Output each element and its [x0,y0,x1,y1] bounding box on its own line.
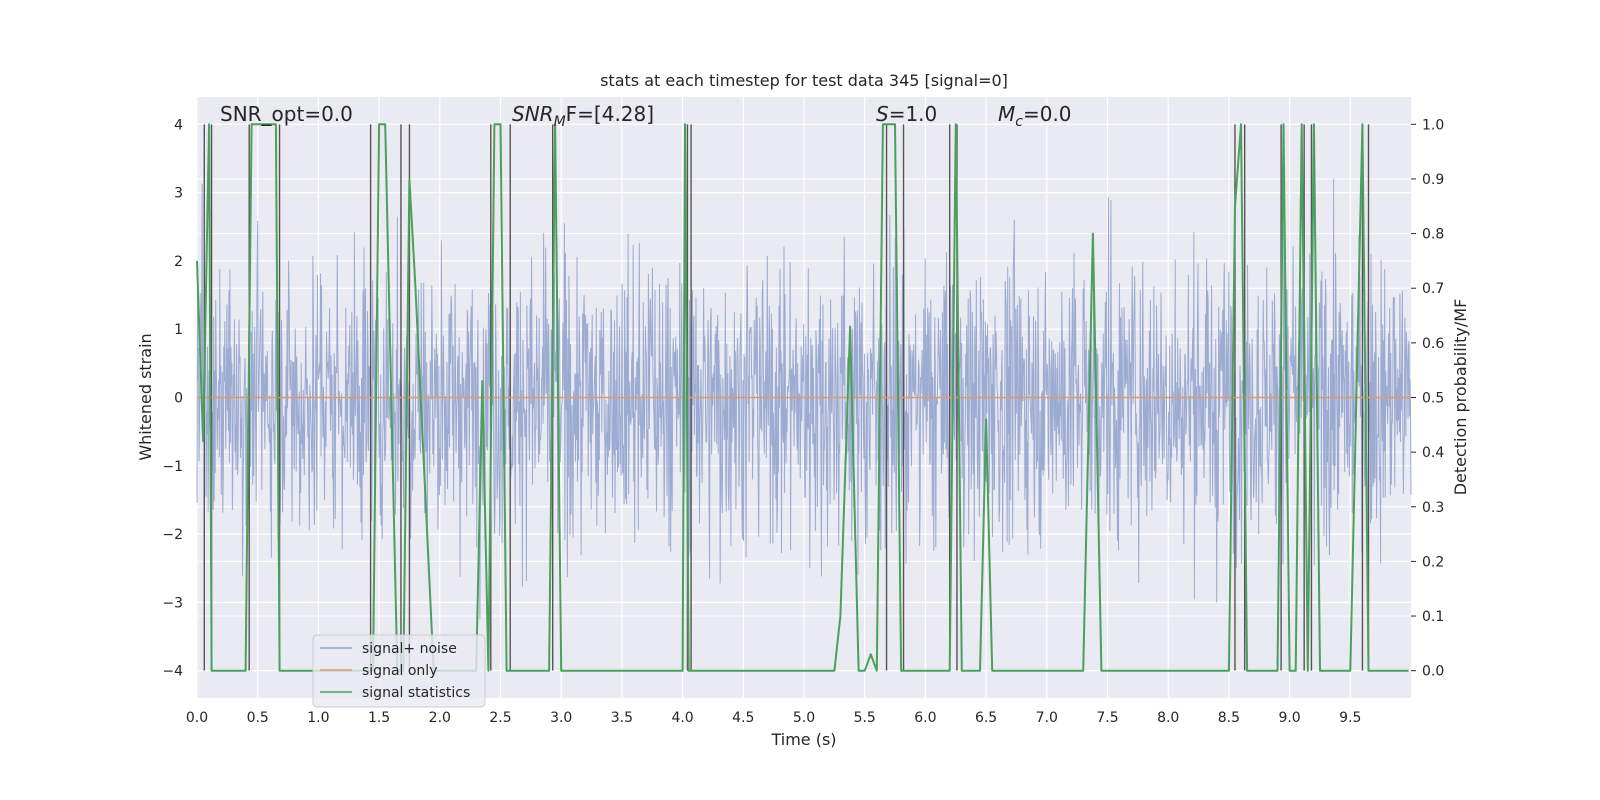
y-left-tick-label: −4 [162,664,183,680]
y-left-axis-label: Whitened strain [136,333,155,460]
x-tick-label: 8.5 [1218,710,1240,726]
x-tick-label: 2.5 [489,710,511,726]
x-tick-label: 9.5 [1339,710,1361,726]
x-axis-label: Time (s) [770,730,836,749]
x-tick-label: 5.5 [854,710,876,726]
y-right-tick-label: 0.0 [1422,664,1444,680]
x-tick-label: 0.5 [247,710,269,726]
x-tick-label: 7.0 [1036,710,1058,726]
legend-label-statistics: signal statistics [362,685,470,701]
y-left-tick-label: −3 [162,595,183,611]
annotation-s: S=1.0 [876,102,937,126]
legend: signal+ noise signal only signal statist… [312,634,486,708]
y-left-tick-label: −2 [162,527,183,543]
chart-title: stats at each timestep for test data 345… [600,71,1008,90]
annotation-snr-opt: SNR_opt=0.0 [220,102,353,126]
y-left-tick-label: 2 [174,254,183,270]
x-tick-labels: 0.0 0.5 1.0 1.5 2.0 2.5 3.0 3.5 4.0 4.5 5.0 5.5 6.0 6… [186,710,1362,726]
y-right-tick-label: 0.6 [1422,336,1444,352]
signal-statistics-line [196,123,1409,672]
legend-label-signal-only: signal only [362,663,437,679]
annotation-snr-mf: SNRMF=[4.28] [512,102,654,130]
y-left-tick-label: −1 [162,459,183,475]
x-tick-label: 0.0 [186,710,208,726]
y-right-tick-label: 0.3 [1422,500,1444,516]
x-tick-label: 8.0 [1157,710,1179,726]
x-tick-label: 6.0 [914,710,936,726]
noise-series [196,178,1412,620]
y-right-tick-label: 0.9 [1422,172,1444,188]
y-right-tick-labels: 1.0 0.9 0.8 0.7 0.6 0.5 0.4 0.3 0.2 0.1 0.0 [1411,117,1444,680]
x-tick-label: 7.5 [1096,710,1118,726]
y-left-tick-label: 3 [174,186,183,202]
y-left-tick-labels: 4 3 2 1 0 −1 −2 −3 −4 [162,117,183,679]
legend-box [312,634,486,708]
y-right-tick-label: 0.4 [1422,445,1444,461]
x-tick-label: 9.0 [1278,710,1300,726]
annotation-mc: Mc=0.0 [998,102,1072,130]
y-right-tick-label: 0.1 [1422,609,1444,625]
noise-line [196,178,1412,620]
x-tick-label: 1.0 [307,710,329,726]
y-right-tick-label: 0.8 [1422,227,1444,243]
y-right-tick-label: 1.0 [1422,117,1444,133]
x-tick-label: 3.0 [550,710,572,726]
x-tick-label: 1.5 [368,710,390,726]
x-tick-label: 4.5 [732,710,754,726]
x-tick-label: 6.5 [975,710,997,726]
y-left-tick-label: 1 [174,322,183,338]
y-right-tick-label: 0.7 [1422,281,1444,297]
signal-statistics-series [196,123,1409,672]
y-left-tick-label: 0 [174,391,183,407]
x-tick-label: 3.5 [611,710,633,726]
y-right-tick-label: 0.2 [1422,554,1444,570]
legend-label-noise: signal+ noise [362,641,457,657]
x-tick-label: 4.0 [671,710,693,726]
y-left-tick-label: 4 [174,117,183,133]
y-right-tick-label: 0.5 [1422,391,1444,407]
x-tick-label: 2.0 [429,710,451,726]
y-right-axis-label: Detection probability/MF [1451,299,1470,496]
x-tick-label: 5.0 [793,710,815,726]
